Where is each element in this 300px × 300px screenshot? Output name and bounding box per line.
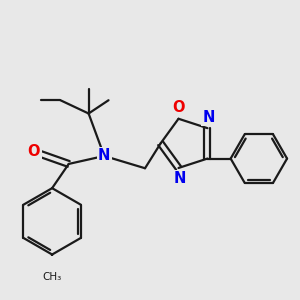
Text: O: O bbox=[172, 100, 185, 116]
Text: N: N bbox=[98, 148, 110, 164]
Text: N: N bbox=[174, 171, 186, 186]
Text: O: O bbox=[28, 144, 40, 159]
Text: CH₃: CH₃ bbox=[43, 272, 62, 282]
Text: N: N bbox=[203, 110, 215, 125]
